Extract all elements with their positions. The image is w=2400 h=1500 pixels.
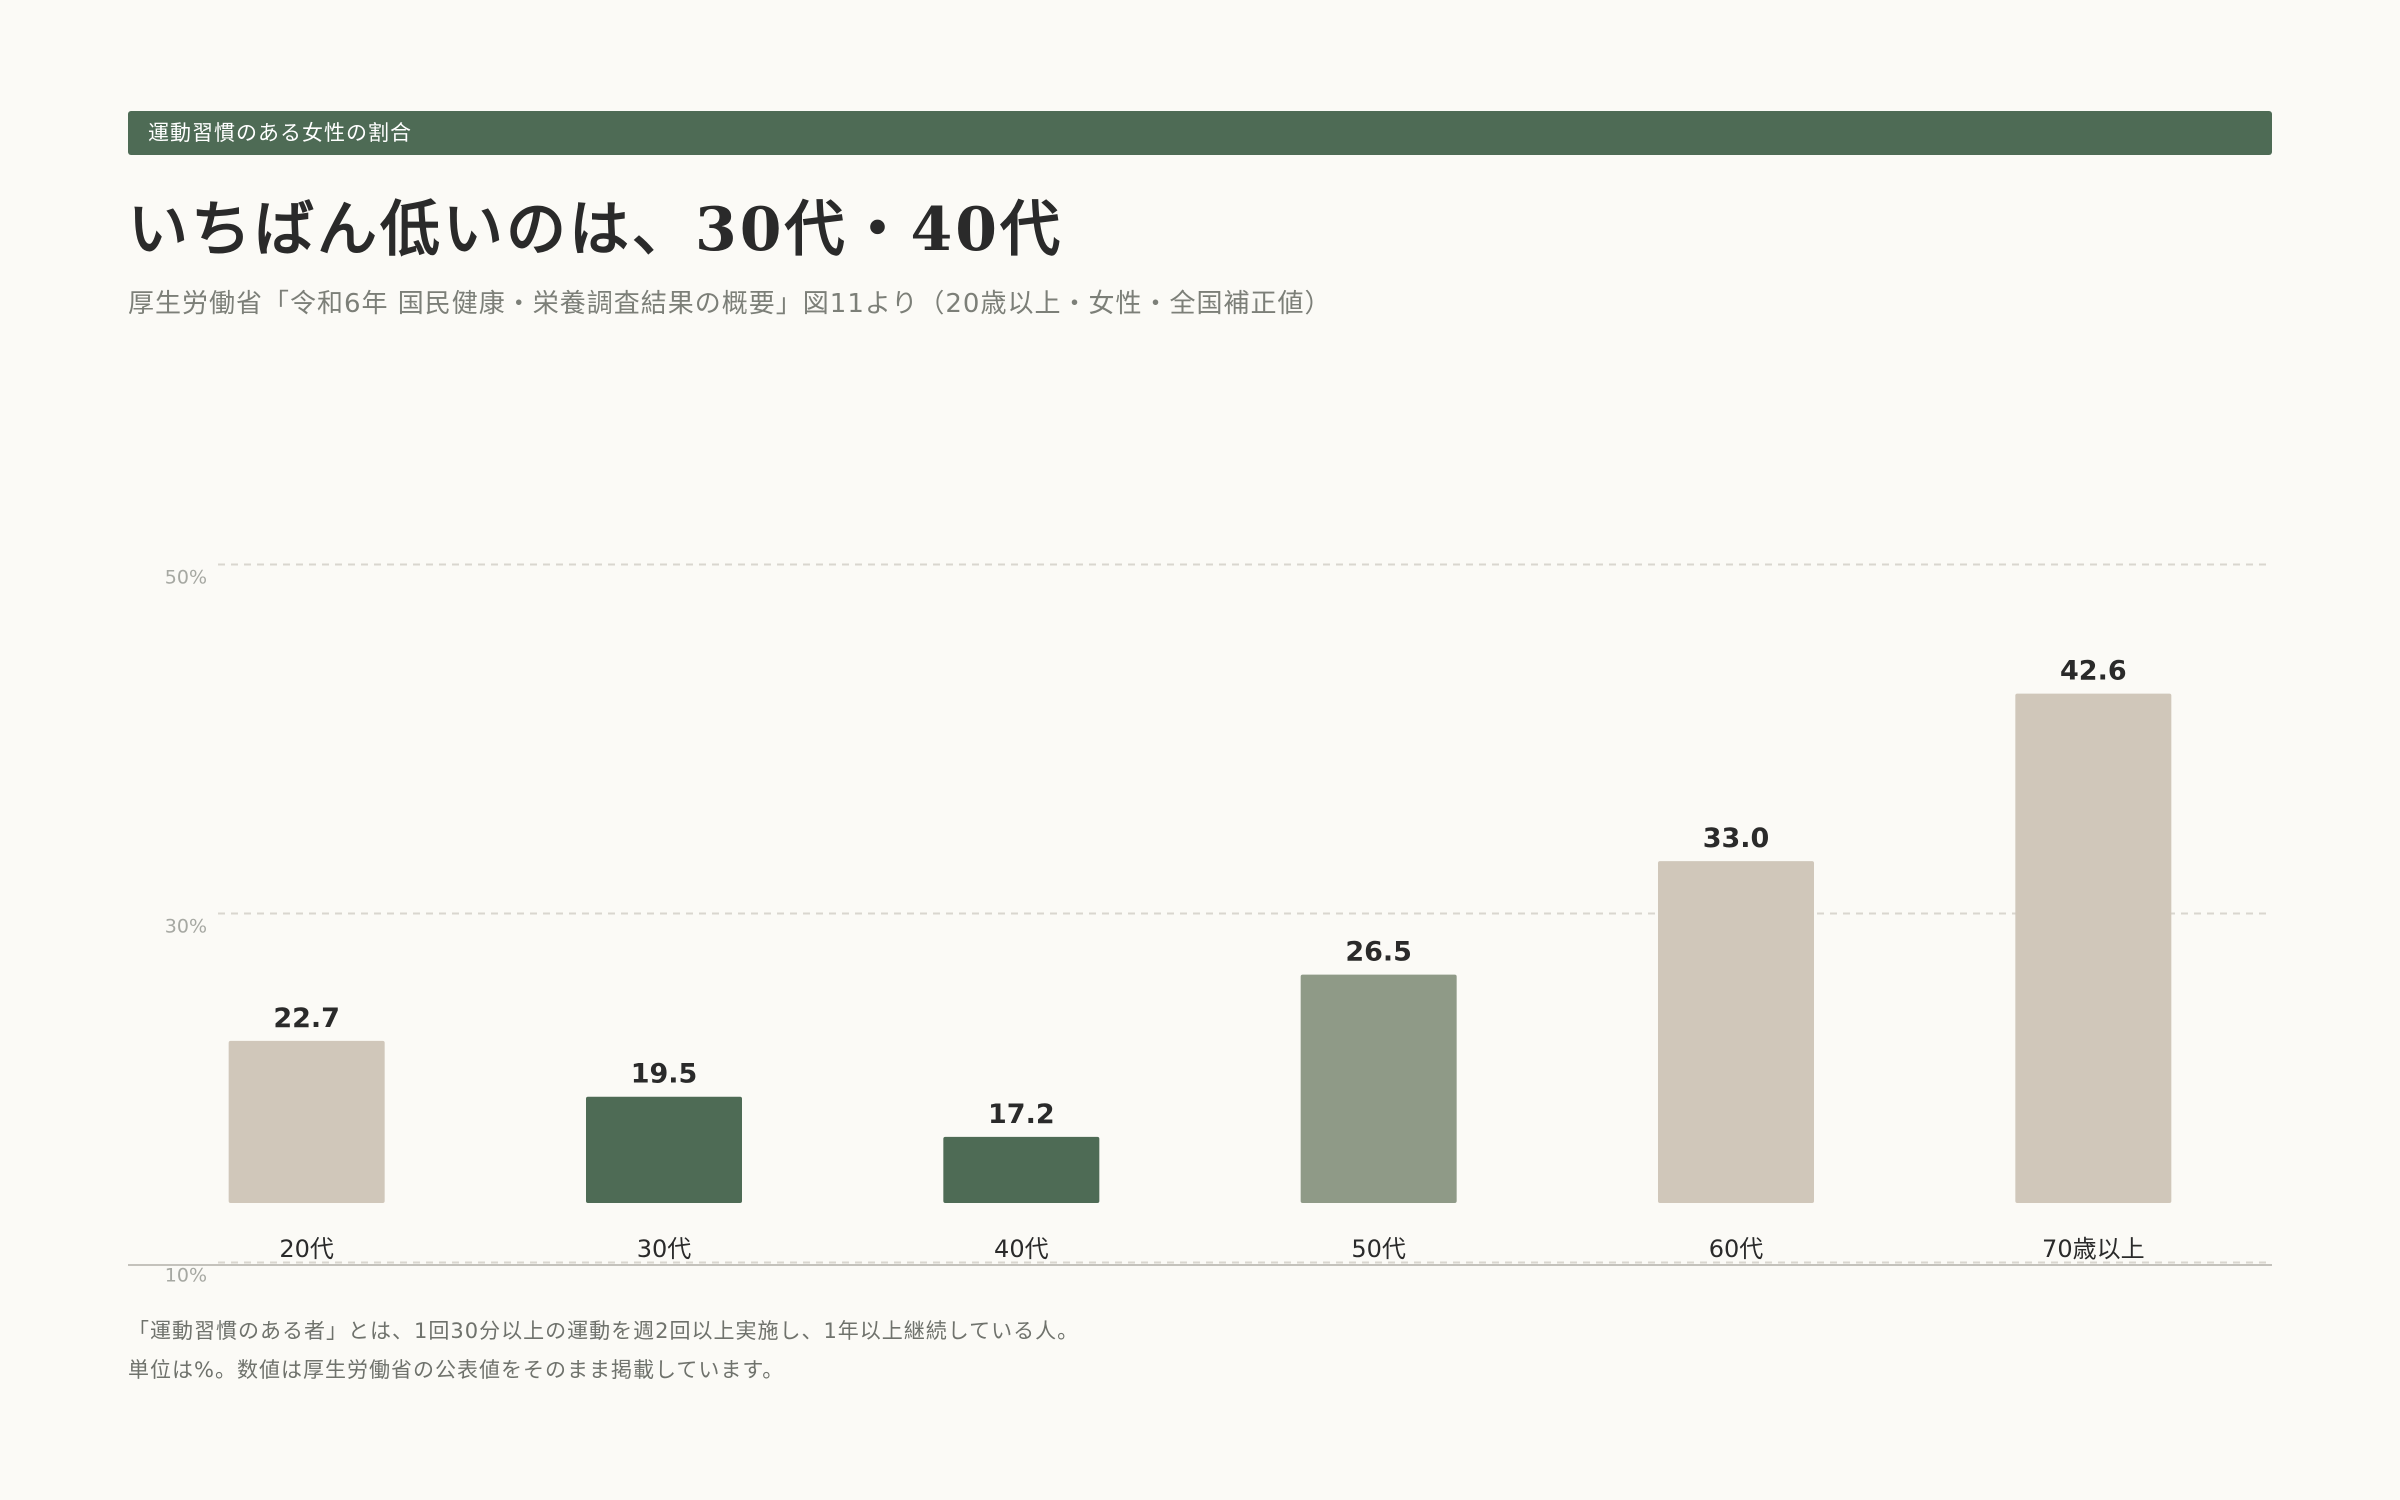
x-tick-label: 60代 xyxy=(1709,1235,1764,1263)
chart-source: 厚生労働省「令和6年 国民健康・栄養調査結果の概要」図11より（20歳以上・女性… xyxy=(128,289,1332,319)
bar xyxy=(586,1096,742,1203)
bar xyxy=(2015,693,2172,1203)
x-tick-label: 50代 xyxy=(1351,1235,1406,1263)
bar xyxy=(943,1136,1100,1203)
data-label: 19.5 xyxy=(631,1059,698,1090)
bar xyxy=(1300,974,1457,1203)
x-tick-label: 20代 xyxy=(279,1235,334,1263)
note-unit: 単位は%。数値は厚生労働省の公表値をそのまま掲載しています。 xyxy=(128,1358,785,1382)
y-tick-label: 50% xyxy=(165,567,207,589)
y-tick-label: 30% xyxy=(165,916,207,938)
x-tick-label: 70歳以上 xyxy=(2042,1235,2145,1263)
chart-headline: いちばん低いのは、30代・40代 xyxy=(128,195,1063,265)
data-label: 17.2 xyxy=(988,1099,1055,1130)
bar xyxy=(1658,861,1814,1203)
chart-notes: 「運動習慣のある者」とは、1回30分以上の運動を週2回以上実施し、1年以上継続し… xyxy=(128,1312,1079,1390)
y-tick-label: 10% xyxy=(165,1265,207,1287)
data-label: 26.5 xyxy=(1345,937,1412,968)
chart-category-label: 運動習慣のある女性の割合 xyxy=(128,111,2272,155)
x-tick-label: 30代 xyxy=(637,1235,692,1263)
x-tick-label: 40代 xyxy=(994,1235,1049,1263)
bars: 22.7 20代 19.5 30代 17.2 40代 26.5 50代 33.0 60代 42.6 7… xyxy=(228,656,2172,1263)
data-label: 33.0 xyxy=(1703,823,1770,854)
data-label: 42.6 xyxy=(2060,656,2127,687)
bar xyxy=(228,1040,385,1203)
grid-lines: 10% 30% 50% xyxy=(165,563,2272,1287)
note-definition: 「運動習慣のある者」とは、1回30分以上の運動を週2回以上実施し、1年以上継続し… xyxy=(128,1319,1080,1343)
data-label: 22.7 xyxy=(273,1003,340,1034)
